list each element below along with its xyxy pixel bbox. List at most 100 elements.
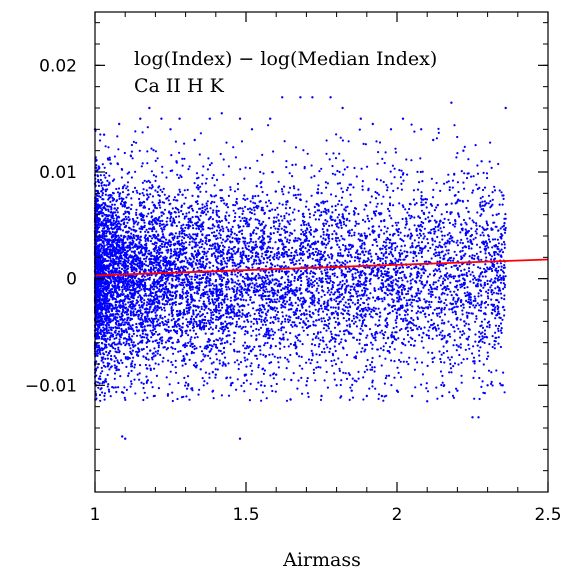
scatter-point: [433, 209, 436, 212]
scatter-point: [156, 352, 159, 355]
scatter-point: [436, 246, 440, 249]
scatter-point: [328, 322, 331, 325]
scatter-point: [173, 267, 176, 270]
scatter-point: [214, 326, 218, 329]
scatter-point: [385, 374, 388, 377]
scatter-point: [352, 186, 355, 189]
scatter-point: [396, 309, 399, 312]
scatter-point: [340, 312, 343, 315]
scatter-point: [345, 224, 348, 227]
scatter-point: [275, 313, 278, 316]
scatter-point: [317, 249, 320, 252]
scatter-point: [342, 173, 345, 176]
scatter-point: [469, 239, 472, 242]
scatter-point: [437, 131, 440, 134]
scatter-point: [111, 333, 114, 336]
scatter-point: [403, 234, 406, 237]
scatter-point: [244, 237, 247, 240]
scatter-point: [482, 286, 485, 289]
scatter-point: [415, 259, 418, 262]
scatter-point: [478, 335, 481, 338]
scatter-point: [381, 257, 384, 260]
scatter-point: [348, 325, 352, 328]
scatter-point: [455, 253, 458, 257]
scatter-point: [321, 240, 324, 243]
scatter-point: [166, 223, 169, 226]
scatter-points: [93, 96, 507, 440]
scatter-point: [253, 209, 256, 212]
scatter-point: [261, 153, 264, 156]
scatter-point: [446, 350, 449, 353]
scatter-point: [331, 211, 334, 214]
scatter-point: [347, 372, 350, 375]
scatter-point: [211, 282, 214, 285]
scatter-point: [220, 219, 224, 222]
scatter-point: [231, 225, 234, 228]
scatter-point: [274, 316, 277, 319]
scatter-point: [286, 318, 289, 321]
scatter-point: [286, 230, 289, 233]
scatter-point: [476, 164, 479, 167]
scatter-point: [187, 311, 191, 314]
scatter-point: [481, 335, 484, 338]
scatter-point: [227, 362, 230, 365]
scatter-point: [233, 305, 236, 308]
scatter-point: [212, 340, 216, 343]
scatter-point: [359, 303, 362, 307]
scatter-point: [334, 157, 338, 160]
scatter-point: [320, 320, 323, 323]
scatter-point: [460, 381, 463, 384]
scatter-point: [233, 190, 237, 193]
scatter-point: [420, 340, 423, 343]
scatter-point: [364, 250, 367, 253]
scatter-point: [436, 260, 439, 263]
scatter-point: [349, 288, 352, 291]
scatter-point: [210, 314, 213, 317]
scatter-point: [299, 283, 303, 287]
scatter-point: [482, 267, 486, 270]
scatter-point: [134, 277, 137, 280]
scatter-point: [210, 231, 214, 234]
scatter-point: [147, 302, 150, 305]
scatter-point: [439, 331, 442, 334]
scatter-point: [400, 169, 403, 172]
scatter-point: [490, 166, 493, 169]
scatter-point: [182, 242, 185, 245]
scatter-point: [351, 301, 354, 304]
scatter-point: [407, 287, 410, 290]
scatter-point: [230, 233, 233, 236]
scatter-point: [467, 229, 470, 233]
scatter-point: [194, 273, 197, 276]
scatter-point: [192, 304, 195, 307]
scatter-point: [267, 271, 270, 274]
scatter-point: [192, 309, 195, 312]
scatter-point: [113, 377, 116, 380]
scatter-point: [291, 325, 294, 328]
scatter-point: [491, 214, 494, 217]
scatter-point: [102, 329, 105, 332]
scatter-point: [163, 208, 167, 211]
scatter-point: [493, 343, 496, 346]
scatter-point: [118, 362, 121, 365]
scatter-point: [364, 313, 367, 316]
scatter-point: [503, 228, 506, 231]
scatter-point: [329, 215, 332, 218]
scatter-point: [300, 313, 303, 316]
scatter-point: [260, 315, 263, 318]
scatter-point: [463, 332, 466, 335]
scatter-point: [155, 263, 158, 267]
scatter-point: [276, 284, 279, 288]
scatter-point: [376, 258, 379, 261]
scatter-point: [264, 317, 267, 320]
scatter-point: [407, 340, 410, 343]
scatter-point: [382, 180, 385, 184]
scatter-point: [231, 236, 234, 239]
scatter-point: [374, 331, 377, 334]
scatter-point: [283, 140, 286, 143]
scatter-point: [476, 172, 480, 175]
scatter-point: [481, 331, 484, 334]
scatter-point: [361, 185, 364, 188]
scatter-point: [221, 292, 224, 295]
scatter-point: [109, 205, 113, 208]
scatter-point: [188, 206, 191, 209]
